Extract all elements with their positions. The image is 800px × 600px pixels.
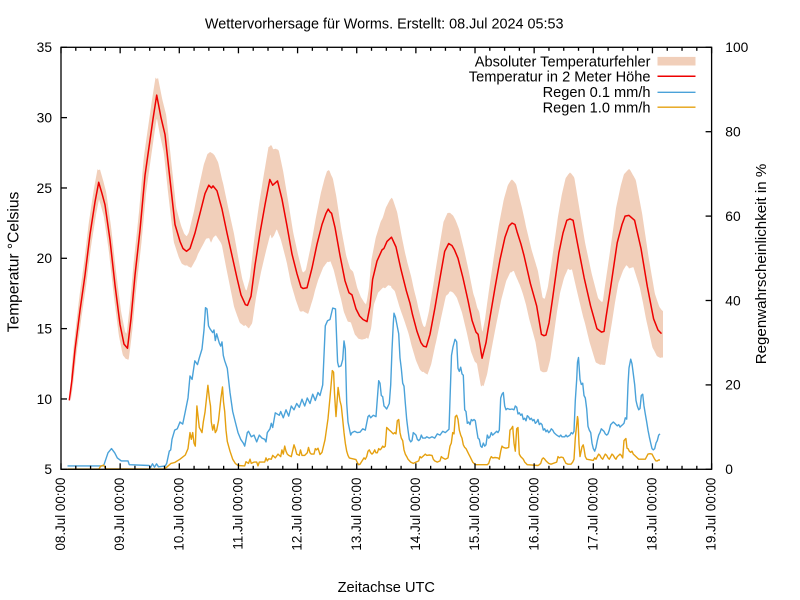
svg-text:35: 35: [37, 40, 53, 55]
svg-text:Temperatur in 2 Meter Höhe: Temperatur in 2 Meter Höhe: [469, 70, 651, 86]
svg-text:20: 20: [37, 251, 53, 266]
svg-text:18.Jul 00:00: 18.Jul 00:00: [645, 478, 660, 551]
svg-text:Regenwahrscheinlichkeit in %: Regenwahrscheinlichkeit in %: [753, 164, 770, 365]
svg-text:13.Jul 00:00: 13.Jul 00:00: [349, 478, 364, 551]
svg-text:12.Jul 00:00: 12.Jul 00:00: [290, 478, 305, 551]
svg-text:08.Jul 00:00: 08.Jul 00:00: [53, 478, 68, 551]
svg-text:19.Jul 00:00: 19.Jul 00:00: [704, 478, 719, 551]
svg-text:Temperatur °Celsius: Temperatur °Celsius: [6, 192, 23, 333]
svg-text:10: 10: [37, 392, 53, 407]
svg-text:Regen 1.0 mm/h: Regen 1.0 mm/h: [543, 100, 651, 116]
svg-text:09.Jul 00:00: 09.Jul 00:00: [112, 478, 127, 551]
svg-text:0: 0: [725, 462, 733, 477]
svg-text:Zeitachse UTC: Zeitachse UTC: [338, 580, 435, 596]
svg-text:30: 30: [37, 110, 53, 125]
svg-text:40: 40: [725, 293, 741, 308]
svg-text:100: 100: [725, 40, 748, 55]
svg-text:11.Jul 00:00: 11.Jul 00:00: [231, 478, 246, 550]
svg-text:14.Jul 00:00: 14.Jul 00:00: [408, 478, 423, 551]
svg-text:15: 15: [37, 321, 53, 336]
svg-text:17.Jul 00:00: 17.Jul 00:00: [585, 478, 600, 551]
svg-text:10.Jul 00:00: 10.Jul 00:00: [171, 478, 186, 551]
svg-text:25: 25: [37, 181, 53, 196]
svg-text:Wettervorhersage für Worms. Er: Wettervorhersage für Worms. Erstellt: 08…: [205, 17, 564, 33]
svg-text:5: 5: [44, 462, 52, 477]
svg-text:15.Jul 00:00: 15.Jul 00:00: [467, 478, 482, 551]
svg-text:80: 80: [725, 125, 741, 140]
svg-text:Absoluter Temperaturfehler: Absoluter Temperaturfehler: [475, 54, 651, 70]
svg-text:16.Jul 00:00: 16.Jul 00:00: [526, 478, 541, 551]
svg-text:Regen 0.1 mm/h: Regen 0.1 mm/h: [543, 85, 651, 101]
svg-text:20: 20: [725, 378, 741, 393]
svg-text:60: 60: [725, 209, 741, 224]
